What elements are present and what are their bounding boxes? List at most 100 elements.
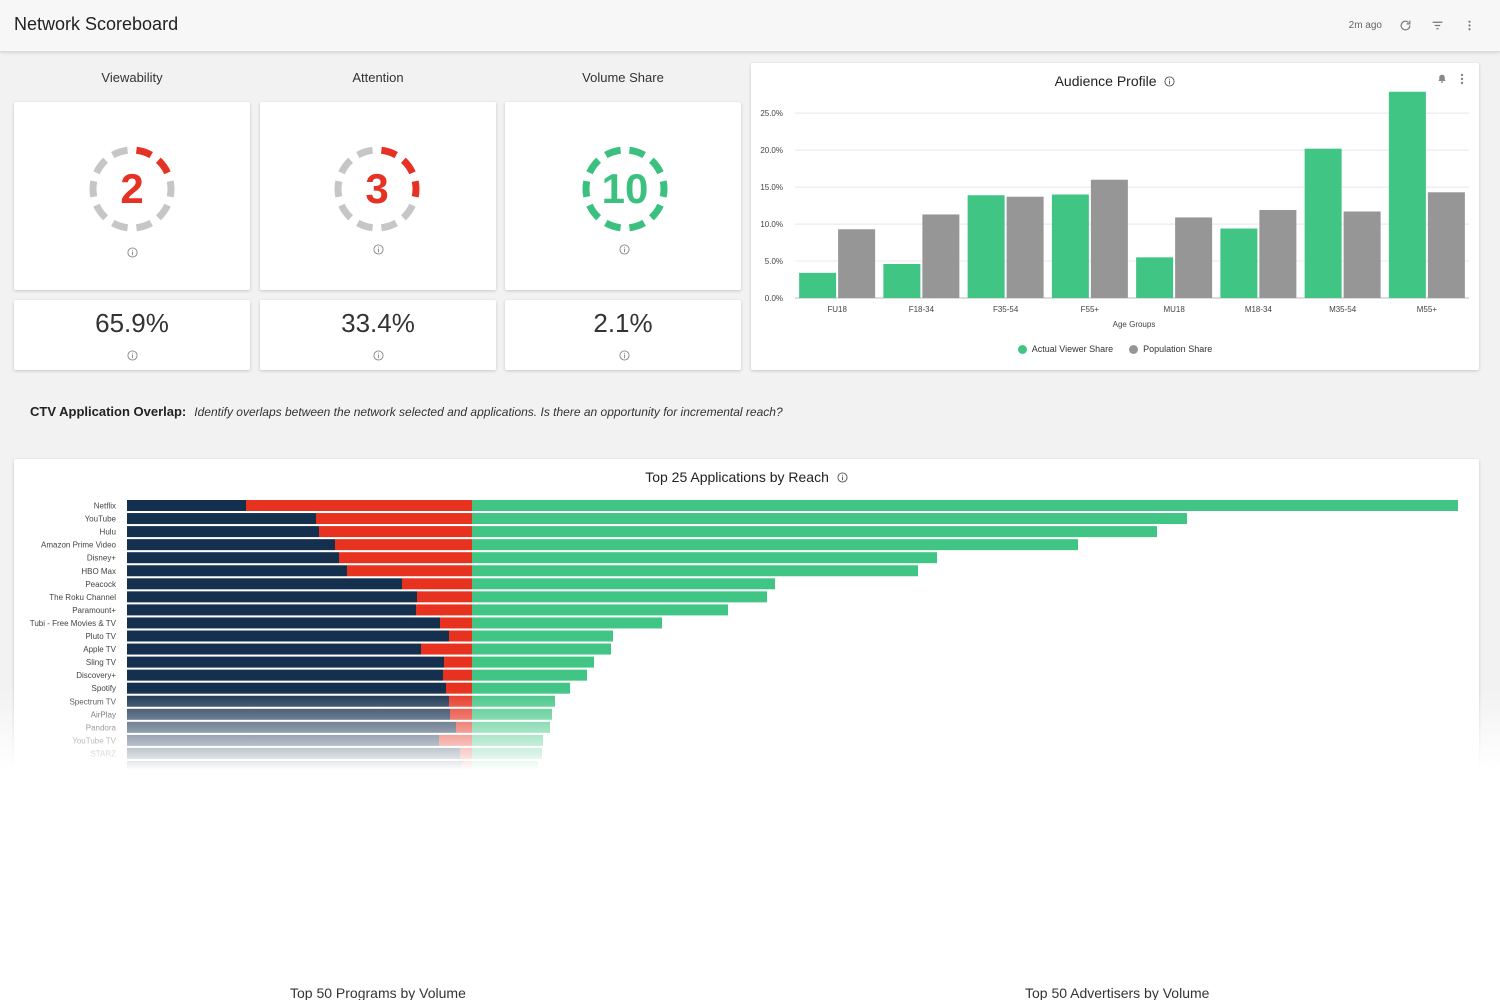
- app-bar-segment[interactable]: [127, 526, 319, 538]
- app-bar-segment[interactable]: [443, 669, 472, 681]
- app-bar-segment[interactable]: [127, 539, 335, 551]
- audience-bar[interactable]: [838, 229, 876, 298]
- app-bar-segment[interactable]: [319, 526, 472, 538]
- app-bar-segment[interactable]: [439, 734, 472, 746]
- filter-icon[interactable]: [1428, 16, 1446, 34]
- audience-bar[interactable]: [1343, 211, 1381, 298]
- app-bar-segment[interactable]: [440, 617, 472, 629]
- app-bar-segment[interactable]: [472, 513, 1187, 525]
- legend-dot-icon: [1129, 344, 1139, 354]
- app-bar-segment[interactable]: [472, 747, 542, 759]
- refresh-icon[interactable]: [1396, 16, 1414, 34]
- legend-item-actual[interactable]: Actual Viewer Share: [1017, 344, 1113, 354]
- app-label: YouTube TV: [72, 736, 116, 745]
- info-icon[interactable]: [127, 247, 138, 258]
- audience-bar[interactable]: [1090, 179, 1128, 298]
- app-bar-segment[interactable]: [472, 565, 918, 577]
- app-bar-segment[interactable]: [127, 682, 446, 694]
- app-bar-segment[interactable]: [449, 695, 472, 707]
- app-bar-segment[interactable]: [472, 721, 550, 733]
- audience-bar[interactable]: [1259, 210, 1297, 298]
- score-ring: [582, 146, 668, 232]
- info-icon[interactable]: [127, 350, 138, 361]
- legend-item-population[interactable]: Population Share: [1129, 344, 1212, 354]
- audience-bar[interactable]: [922, 214, 960, 298]
- more-vert-icon[interactable]: [1459, 73, 1465, 85]
- app-bar-segment[interactable]: [472, 552, 937, 564]
- app-bar-segment[interactable]: [472, 578, 775, 590]
- app-bar-segment[interactable]: [127, 721, 456, 733]
- audience-bar[interactable]: [1388, 91, 1426, 298]
- audience-bar[interactable]: [1304, 148, 1342, 298]
- app-bar-segment[interactable]: [339, 552, 472, 564]
- app-bar-segment[interactable]: [472, 734, 543, 746]
- app-bar-segment[interactable]: [127, 617, 440, 629]
- app-bar-segment[interactable]: [335, 539, 472, 551]
- y-tick-label: 15.0%: [760, 183, 783, 192]
- app-bar-segment[interactable]: [472, 630, 613, 642]
- app-bar-segment[interactable]: [472, 617, 662, 629]
- app-bar-segment[interactable]: [127, 565, 347, 577]
- info-icon[interactable]: [837, 472, 848, 483]
- app-bar-segment[interactable]: [127, 578, 402, 590]
- app-bar-segment[interactable]: [127, 604, 416, 616]
- legend-label: Population Share: [1143, 344, 1213, 354]
- more-vert-icon[interactable]: [1460, 16, 1478, 34]
- app-bar-segment[interactable]: [127, 630, 449, 642]
- audience-bar[interactable]: [967, 195, 1005, 298]
- app-bar-segment[interactable]: [456, 721, 472, 733]
- audience-bar[interactable]: [1427, 192, 1465, 298]
- app-bar-segment[interactable]: [472, 500, 1458, 511]
- app-bar-segment[interactable]: [472, 682, 570, 694]
- app-bar-segment[interactable]: [416, 604, 472, 616]
- volume-share-percent-card: 2.1%: [505, 300, 741, 370]
- app-bar-segment[interactable]: [472, 656, 594, 668]
- app-bar-segment[interactable]: [127, 669, 443, 681]
- app-bar-segment[interactable]: [127, 734, 439, 746]
- app-bar-segment[interactable]: [347, 565, 472, 577]
- score-value: 3: [365, 165, 389, 212]
- app-bar-segment[interactable]: [472, 604, 728, 616]
- info-icon[interactable]: [1164, 76, 1175, 87]
- app-bar-segment[interactable]: [127, 643, 421, 655]
- app-bar-segment[interactable]: [472, 591, 767, 603]
- info-icon[interactable]: [619, 244, 630, 255]
- app-bar-segment[interactable]: [127, 591, 417, 603]
- app-bar-segment[interactable]: [127, 552, 339, 564]
- audience-bar[interactable]: [799, 272, 837, 298]
- info-icon[interactable]: [373, 244, 384, 255]
- app-bar-segment[interactable]: [127, 513, 316, 525]
- app-bar-segment[interactable]: [472, 708, 552, 720]
- app-bar-segment[interactable]: [472, 643, 611, 655]
- app-bar-segment[interactable]: [127, 500, 246, 511]
- bell-icon[interactable]: [1437, 73, 1447, 84]
- app-bar-segment[interactable]: [246, 500, 472, 511]
- app-bar-segment[interactable]: [402, 578, 472, 590]
- app-bar-segment[interactable]: [450, 708, 472, 720]
- info-icon[interactable]: [619, 350, 630, 361]
- app-bar-segment[interactable]: [472, 539, 1078, 551]
- audience-bar[interactable]: [1051, 194, 1089, 299]
- app-label: STARZ: [90, 749, 116, 758]
- app-bar-segment[interactable]: [127, 695, 449, 707]
- info-icon[interactable]: [373, 350, 384, 361]
- app-bar-segment[interactable]: [472, 669, 587, 681]
- app-bar-segment[interactable]: [127, 747, 460, 759]
- app-bar-segment[interactable]: [446, 682, 472, 694]
- audience-bar[interactable]: [1136, 257, 1174, 298]
- app-bar-segment[interactable]: [316, 513, 472, 525]
- app-bar-segment[interactable]: [127, 656, 444, 668]
- app-bar-segment[interactable]: [127, 708, 450, 720]
- app-bar-segment[interactable]: [472, 526, 1157, 538]
- app-bar-segment[interactable]: [472, 695, 555, 707]
- app-bar-segment[interactable]: [444, 656, 472, 668]
- ring-segment: [628, 146, 646, 159]
- audience-bar[interactable]: [1175, 217, 1213, 298]
- app-bar-segment[interactable]: [460, 747, 472, 759]
- app-bar-segment[interactable]: [417, 591, 472, 603]
- app-bar-segment[interactable]: [421, 643, 472, 655]
- app-bar-segment[interactable]: [449, 630, 472, 642]
- audience-bar[interactable]: [883, 263, 921, 298]
- audience-bar[interactable]: [1006, 196, 1044, 298]
- audience-bar[interactable]: [1220, 228, 1258, 298]
